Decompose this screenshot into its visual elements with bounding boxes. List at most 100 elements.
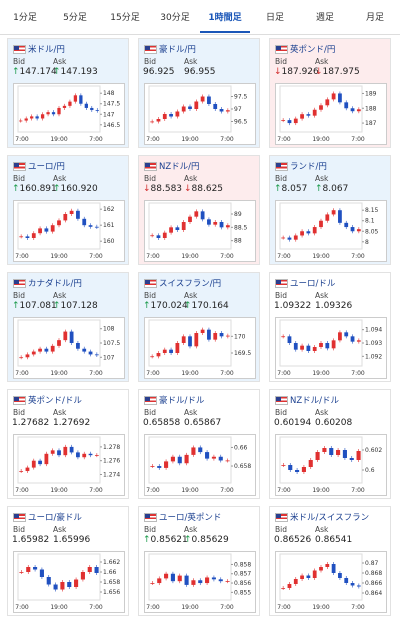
candle (19, 357, 24, 359)
candle (219, 333, 224, 337)
candle (60, 582, 65, 590)
candle (175, 227, 180, 230)
x-tick-label: 7:00 (146, 370, 160, 377)
rate-card[interactable]: スイスフラン/円 Bid Ask ↑170.024 ↑170.164 170 169.5 7:… (138, 272, 260, 382)
y-tick-label: 147 (103, 111, 115, 118)
x-tick-label: 19:00 (312, 136, 329, 143)
flag-icon (144, 162, 157, 171)
flag-icon (13, 279, 26, 288)
x-tick-label: 19:00 (50, 604, 67, 611)
candle (287, 584, 292, 588)
rate-card[interactable]: 英ポンド/円 Bid Ask ↓187.926 ↓187.975 189 188 187 7:0… (269, 38, 391, 148)
candle (82, 218, 87, 226)
candle (336, 450, 341, 455)
tab[interactable]: 日足 (265, 13, 284, 23)
candle (300, 575, 304, 579)
y-tick-label: 187 (365, 120, 377, 127)
rate-card[interactable]: NZドル/円 Bid Ask ↓88.583 ↓88.625 89 88.5 88 7:00 19… (138, 155, 260, 265)
candle (67, 582, 72, 587)
candle (150, 356, 155, 358)
candle (57, 450, 61, 456)
candle (322, 448, 327, 452)
candle (306, 114, 311, 116)
x-tick-label: 7:00 (351, 370, 365, 377)
tab[interactable]: 1時間足 (200, 0, 250, 33)
candle (300, 231, 304, 236)
candle (344, 222, 349, 228)
x-tick-label: 7:00 (15, 604, 29, 611)
tab[interactable]: 週足 (315, 13, 334, 23)
x-tick-label: 7:00 (277, 136, 291, 143)
candle (350, 336, 355, 342)
candle (169, 349, 173, 353)
candle (188, 216, 192, 222)
candle (76, 452, 80, 458)
mini-chart: 1.662 1.66 1.658 1.656 7:00 19:00 7:00 (13, 551, 125, 613)
candle (19, 471, 24, 472)
candle (40, 114, 45, 119)
mini-chart: 0.66 0.658 7:00 19:00 7:00 (144, 434, 256, 496)
y-tick-label: 0.857 (234, 571, 251, 578)
candle (156, 119, 161, 122)
rate-card[interactable]: ユーロ/円 Bid Ask ↑160.891 ↑160.920 162 161 160 7:00… (7, 155, 129, 265)
plot-frame (17, 553, 101, 601)
rate-card[interactable]: ユーロ/英ポンド Bid Ask ↑0.85621 ↑0.85629 0.858 0.857… (138, 506, 260, 616)
mini-chart: 108 107.5 107 7:00 19:00 7:00 (13, 317, 125, 379)
tab[interactable]: 30分足 (160, 13, 190, 23)
rate-card[interactable]: ユーロ/豪ドル Bid Ask 1.65982 1.65996 1.662 1.66 1.65… (7, 506, 129, 616)
bid-value: ↑0.85621 (143, 535, 188, 545)
y-tick-label: 88.5 (234, 224, 248, 231)
ask-value: 0.60208 (315, 418, 353, 428)
x-tick-label: 7:00 (89, 370, 103, 377)
candle (338, 332, 342, 341)
candle (213, 222, 218, 225)
bid-value: 0.65858 (143, 418, 181, 428)
rate-card[interactable]: 米ドル/スイスフラン Bid Ask 0.86526 0.86541 0.87 0.868 0… (269, 506, 391, 616)
y-tick-label: 170 (234, 333, 246, 340)
flag-icon (13, 396, 26, 405)
rate-card[interactable]: 豪ドル/円 Bid Ask 96.925 96.955 97.5 97 96.5 7:00 19:… (138, 38, 260, 148)
plot-frame (279, 436, 363, 484)
y-tick-label: 188 (365, 105, 377, 112)
candle (53, 584, 58, 590)
plot-frame (17, 202, 101, 250)
candle (25, 236, 30, 238)
rate-card[interactable]: 英ポンド/ドル Bid Ask 1.27682 1.27692 1.278 1.276 1.2… (7, 389, 129, 499)
candle (225, 110, 230, 112)
flag-icon (275, 162, 288, 171)
rate-card[interactable]: カナダドル/円 Bid Ask ↑107.081 ↑107.128 108 107.5 107… (7, 272, 129, 382)
y-tick-label: 0.66 (234, 444, 248, 451)
y-tick-label: 97.5 (234, 94, 248, 101)
candle (194, 333, 199, 347)
tab[interactable]: 5分足 (63, 13, 87, 23)
x-tick-label: 19:00 (50, 136, 67, 143)
rate-card[interactable]: 米ドル/円 Bid Ask ↑147.174 ↑147.193 148 147.5 147 14… (7, 38, 129, 148)
bid-label: Bid (144, 57, 156, 66)
mini-chart: 162 161 160 7:00 19:00 7:00 (13, 200, 125, 262)
tab[interactable]: 15分足 (110, 13, 140, 23)
rate-card[interactable]: ユーロ/ドル Bid Ask 1.09322 1.09326 1.094 1.093 1.09… (269, 272, 391, 382)
rate-card[interactable]: 豪ドル/ドル Bid Ask 0.65858 0.65867 0.66 0.658 7:00 1… (138, 389, 260, 499)
x-tick-label: 7:00 (15, 136, 29, 143)
candle (287, 120, 292, 124)
y-tick-label: 0.858 (234, 561, 251, 568)
candle (170, 573, 175, 582)
candle (211, 456, 216, 459)
candle (19, 120, 23, 122)
candle (281, 237, 286, 239)
x-tick-label: 7:00 (351, 604, 365, 611)
candle (331, 93, 336, 100)
candle (177, 575, 182, 582)
tab[interactable]: 1分足 (13, 13, 37, 23)
pair-name: ユーロ/ドル (290, 279, 336, 289)
candle (325, 564, 330, 567)
rate-card[interactable]: NZドル/ドル Bid Ask 0.60194 0.60208 0.602 0.6 7:00 1… (269, 389, 391, 499)
candle (198, 447, 203, 453)
rate-card[interactable]: ランド/円 Bid Ask ↑8.057 ↑8.067 8.15 8.1 8.05 8 7:00 1… (269, 155, 391, 265)
candle (356, 229, 361, 232)
tab[interactable]: 月足 (365, 13, 384, 23)
y-tick-label: 148 (103, 90, 115, 97)
candle (68, 101, 72, 106)
ask-label: Ask (184, 174, 198, 183)
candle (350, 227, 355, 232)
